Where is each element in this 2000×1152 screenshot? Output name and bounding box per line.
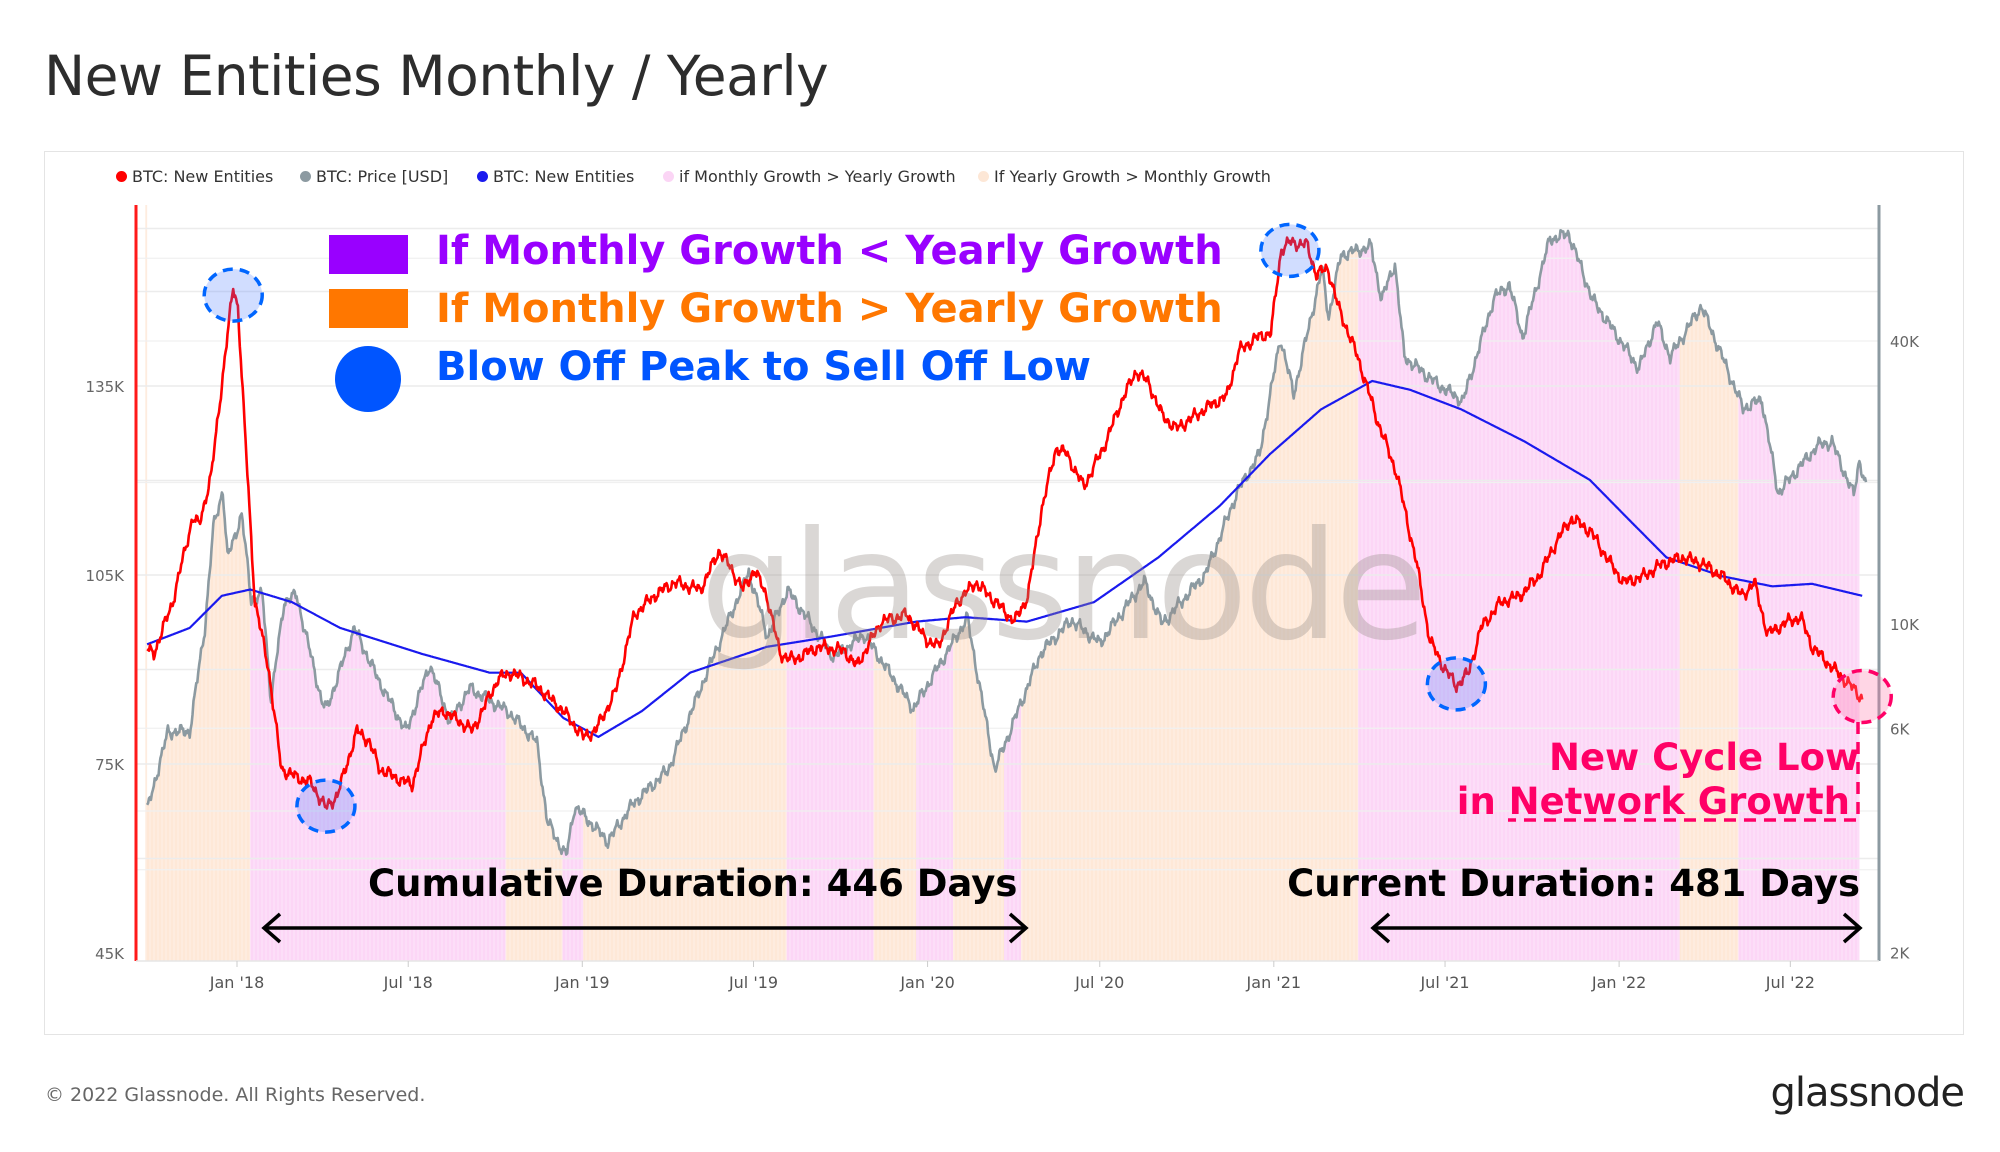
legend-label: if Monthly Growth > Yearly Growth [679, 167, 956, 186]
legend-dot-icon [300, 171, 311, 182]
current-duration-label: Current Duration: 481 Days [1287, 862, 1860, 905]
blow-off-peak-marker [1259, 222, 1321, 279]
new-cycle-low-connector [1508, 722, 1860, 822]
x-tick-label: Jan '19 [554, 973, 610, 992]
blow-off-peak-marker [202, 267, 264, 323]
band-mask [147, 205, 1867, 855]
orange-swatch [329, 289, 408, 328]
cumulative-duration-label: Cumulative Duration: 446 Days [368, 862, 1018, 905]
legend-label: If Yearly Growth > Monthly Growth [994, 167, 1271, 186]
network-growth-label: in Network Growth [1456, 780, 1850, 823]
arrowhead-right-icon [1008, 912, 1029, 944]
legend-dot-icon [978, 171, 989, 182]
key-blue-label: Blow Off Peak to Sell Off Low [436, 344, 1091, 390]
legend-label: BTC: New Entities [132, 167, 274, 186]
blow-off-low-marker [295, 778, 357, 834]
blow-off-low-marker [1425, 656, 1488, 712]
y-right-tick-label: 6K [1890, 720, 1911, 738]
purple-swatch [329, 235, 408, 274]
new-entities-yearly-line [146, 379, 1863, 738]
x-tick-label: Jan '18 [209, 973, 265, 992]
x-tick-label: Jan '21 [1246, 973, 1302, 992]
legend-label: BTC: Price [USD] [316, 167, 449, 186]
y-left-tick-label: 45K [95, 945, 125, 963]
y-left-tick-label: 105K [86, 567, 126, 585]
legend-item-new-entities-yearly[interactable]: BTC: New Entities [477, 167, 634, 186]
x-tick-label: Jul '21 [1419, 973, 1469, 992]
key-orange-label: If Monthly Growth > Yearly Growth [436, 286, 1223, 332]
key-purple-label: If Monthly Growth < Yearly Growth [436, 228, 1223, 274]
arrowhead-left-icon [1370, 912, 1391, 944]
legend-dot-icon [116, 171, 127, 182]
copyright-footer: © 2022 Glassnode. All Rights Reserved. [45, 1084, 426, 1106]
y-right-tick-label: 40K [1890, 333, 1920, 351]
x-tick-label: Jul '18 [383, 973, 433, 992]
chart-frame [44, 151, 1964, 1035]
x-tick-label: Jul '19 [728, 973, 778, 992]
legend-dot-icon [663, 171, 674, 182]
y-left-tick-label: 75K [95, 756, 125, 774]
price-line [145, 229, 1868, 856]
x-tick-label: Jan '22 [1591, 973, 1647, 992]
new-cycle-low-marker [1831, 668, 1893, 725]
legend-item-new-entities-monthly[interactable]: BTC: New Entities [116, 167, 273, 186]
legend-dot-icon [477, 171, 488, 182]
legend-item-monthly-gt-yearly[interactable]: if Monthly Growth > Yearly Growth [663, 167, 956, 186]
new-entities-monthly-line [146, 236, 1864, 810]
x-tick-label: Jul '22 [1765, 973, 1815, 992]
legend-item-yearly-gt-monthly[interactable]: If Yearly Growth > Monthly Growth [978, 167, 1271, 186]
y-left-tick-label: 135K [86, 378, 126, 396]
arrowhead-right-icon [1842, 912, 1863, 944]
chart-legend: BTC: New Entities BTC: Price [USD] BTC: … [0, 167, 2000, 189]
blue-circle-swatch [335, 346, 401, 412]
glassnode-logo: glassnode [1770, 1070, 1965, 1116]
y-right-tick-label: 10K [1890, 616, 1920, 634]
legend-label: BTC: New Entities [493, 167, 635, 186]
page-title: New Entities Monthly / Yearly [44, 44, 829, 108]
x-tick-label: Jan '20 [899, 973, 955, 992]
legend-item-price[interactable]: BTC: Price [USD] [300, 167, 448, 186]
watermark: glassnode [700, 500, 1427, 674]
x-tick-label: Jul '20 [1074, 973, 1124, 992]
arrowhead-left-icon [261, 912, 282, 944]
y-right-tick-label: 2K [1890, 945, 1911, 963]
new-cycle-low-label: New Cycle Low [1549, 736, 1860, 779]
